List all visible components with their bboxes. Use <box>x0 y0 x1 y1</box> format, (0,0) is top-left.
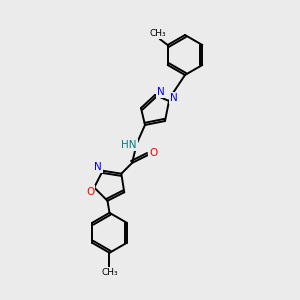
Text: CH₃: CH₃ <box>149 29 166 38</box>
Text: N: N <box>157 87 165 97</box>
Text: N: N <box>94 162 102 172</box>
Text: CH₃: CH₃ <box>101 268 118 277</box>
Text: O: O <box>149 148 157 158</box>
Text: HN: HN <box>121 140 137 150</box>
Text: N: N <box>170 93 178 103</box>
Text: O: O <box>86 187 94 196</box>
